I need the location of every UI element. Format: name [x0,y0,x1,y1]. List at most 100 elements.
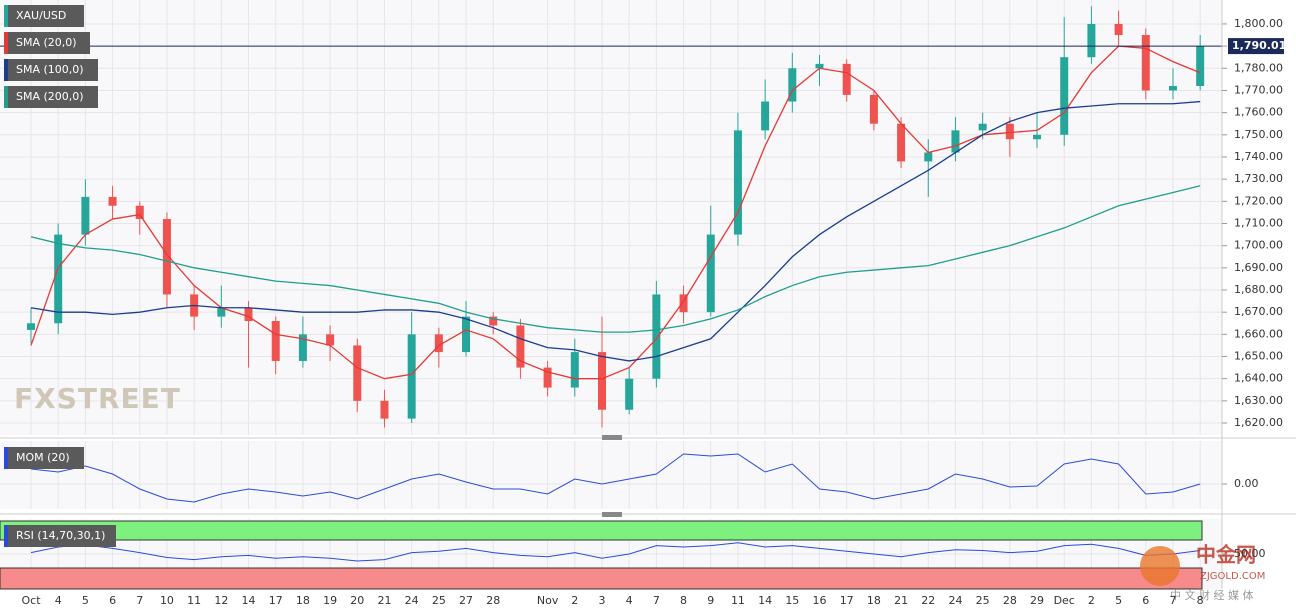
y-tick-label: 1,720.00 [1234,194,1283,207]
x-tick-label: 28 [486,594,500,607]
candle-body [978,123,987,131]
candle-body [27,323,35,330]
candle-body [924,152,933,162]
y-tick-label: 1,670.00 [1234,305,1283,318]
y-tick-label: 1,800.00 [1234,17,1283,30]
candle-body [1114,23,1123,36]
x-tick-label: 8 [1197,594,1204,607]
indicator-title: RSI (14,70,30,1) [16,529,105,542]
candle-body [570,352,579,388]
x-tick-label: 7 [136,594,143,607]
y-tick-label: 1,750.00 [1234,128,1283,141]
y-tick-label: 1,630.00 [1234,394,1283,407]
x-tick-label: 11 [731,594,745,607]
x-tick-label: 24 [948,594,962,607]
candle-body [1141,35,1150,91]
x-tick-label: 21 [377,594,391,607]
x-tick-label: 28 [1003,594,1017,607]
x-tick-label: 11 [187,594,201,607]
candle-body [679,294,688,313]
y-tick-label: 50.00 [1234,547,1266,560]
x-tick-label: 6 [1142,594,1149,607]
candle-body [162,219,171,295]
logo [1140,546,1180,586]
main-panel [0,0,1222,435]
x-tick-label: 5 [82,594,89,607]
line [30,45,1201,380]
legend-box [4,525,116,547]
legend-box [4,32,90,54]
candle-body [706,234,715,313]
x-tick-label: 14 [758,594,772,607]
candle-body [842,63,851,95]
legend-title: XAU/USD [16,9,66,22]
candle-body [407,334,416,419]
x-tick-label: 15 [785,594,799,607]
y-tick-label: 1,730.00 [1234,172,1283,185]
resize-handle[interactable] [602,512,622,517]
candle-body [108,196,117,206]
x-tick-label: 25 [432,594,446,607]
x-tick-label: 21 [894,594,908,607]
marks [0,6,1222,562]
x-tick-label: 18 [296,594,310,607]
x-tick-label: 2 [571,594,578,607]
candle-body [788,68,797,102]
x-tick-label: 25 [976,594,990,607]
x-tick-label: 4 [55,594,62,607]
x-tick-label: 9 [707,594,714,607]
legend-swatch [4,59,8,81]
x-tick-label: 14 [242,594,256,607]
y-tick-label: 1,680.00 [1234,283,1283,296]
line [30,100,1201,362]
y-tick-label: 1,700.00 [1234,239,1283,252]
y-tick-label: 1,770.00 [1234,83,1283,96]
legend-box [4,59,98,81]
watermark-site: ZJGOLD.COM [1200,571,1265,582]
line [30,453,1201,503]
candle-body [597,352,606,410]
legend-swatch [4,86,8,108]
resize-handle[interactable] [602,435,622,440]
y-tick-label: 1,780.00 [1234,61,1283,74]
x-tick-label: 5 [1115,594,1122,607]
x-tick-label: Nov [537,594,559,607]
y-tick-label: 1,760.00 [1234,106,1283,119]
x-tick-label: 22 [921,594,935,607]
x-tick-label: 20 [350,594,364,607]
candle-body [543,367,552,388]
candle-body [380,400,389,419]
y-tick-label: 1,650.00 [1234,350,1283,363]
candle-body [353,345,362,401]
x-tick-label: 7 [1169,594,1176,607]
x-tick-label: 6 [109,594,116,607]
overbought-band [0,520,1203,541]
x-tick-label: 10 [160,594,174,607]
candle-body [652,294,661,379]
candle-body [54,234,63,324]
x-tick-label: 29 [1030,594,1044,607]
legend-box [4,447,84,469]
x-tick-label: 3 [598,594,605,607]
candle-body [733,130,742,235]
x-tick-label: 17 [840,594,854,607]
candle-body [1060,57,1069,135]
oversold-band [0,567,1203,590]
line [30,542,1201,562]
candle-body [271,321,280,361]
candle-body [462,316,471,353]
x-tick-label: 27 [459,594,473,607]
legend-entry: SMA (200,0) [16,90,84,103]
y-tick-label: 1,660.00 [1234,327,1283,340]
candle-body [869,94,878,124]
candle-body [1033,134,1042,140]
candle-body [434,334,443,353]
y-tick-label: 1,740.00 [1234,150,1283,163]
candle-body [244,307,253,322]
y-tick-label: 1,640.00 [1234,372,1283,385]
legend-box [4,86,98,108]
legend-swatch [4,5,8,27]
candle-body [298,334,307,361]
x-tick-label: 4 [626,594,633,607]
